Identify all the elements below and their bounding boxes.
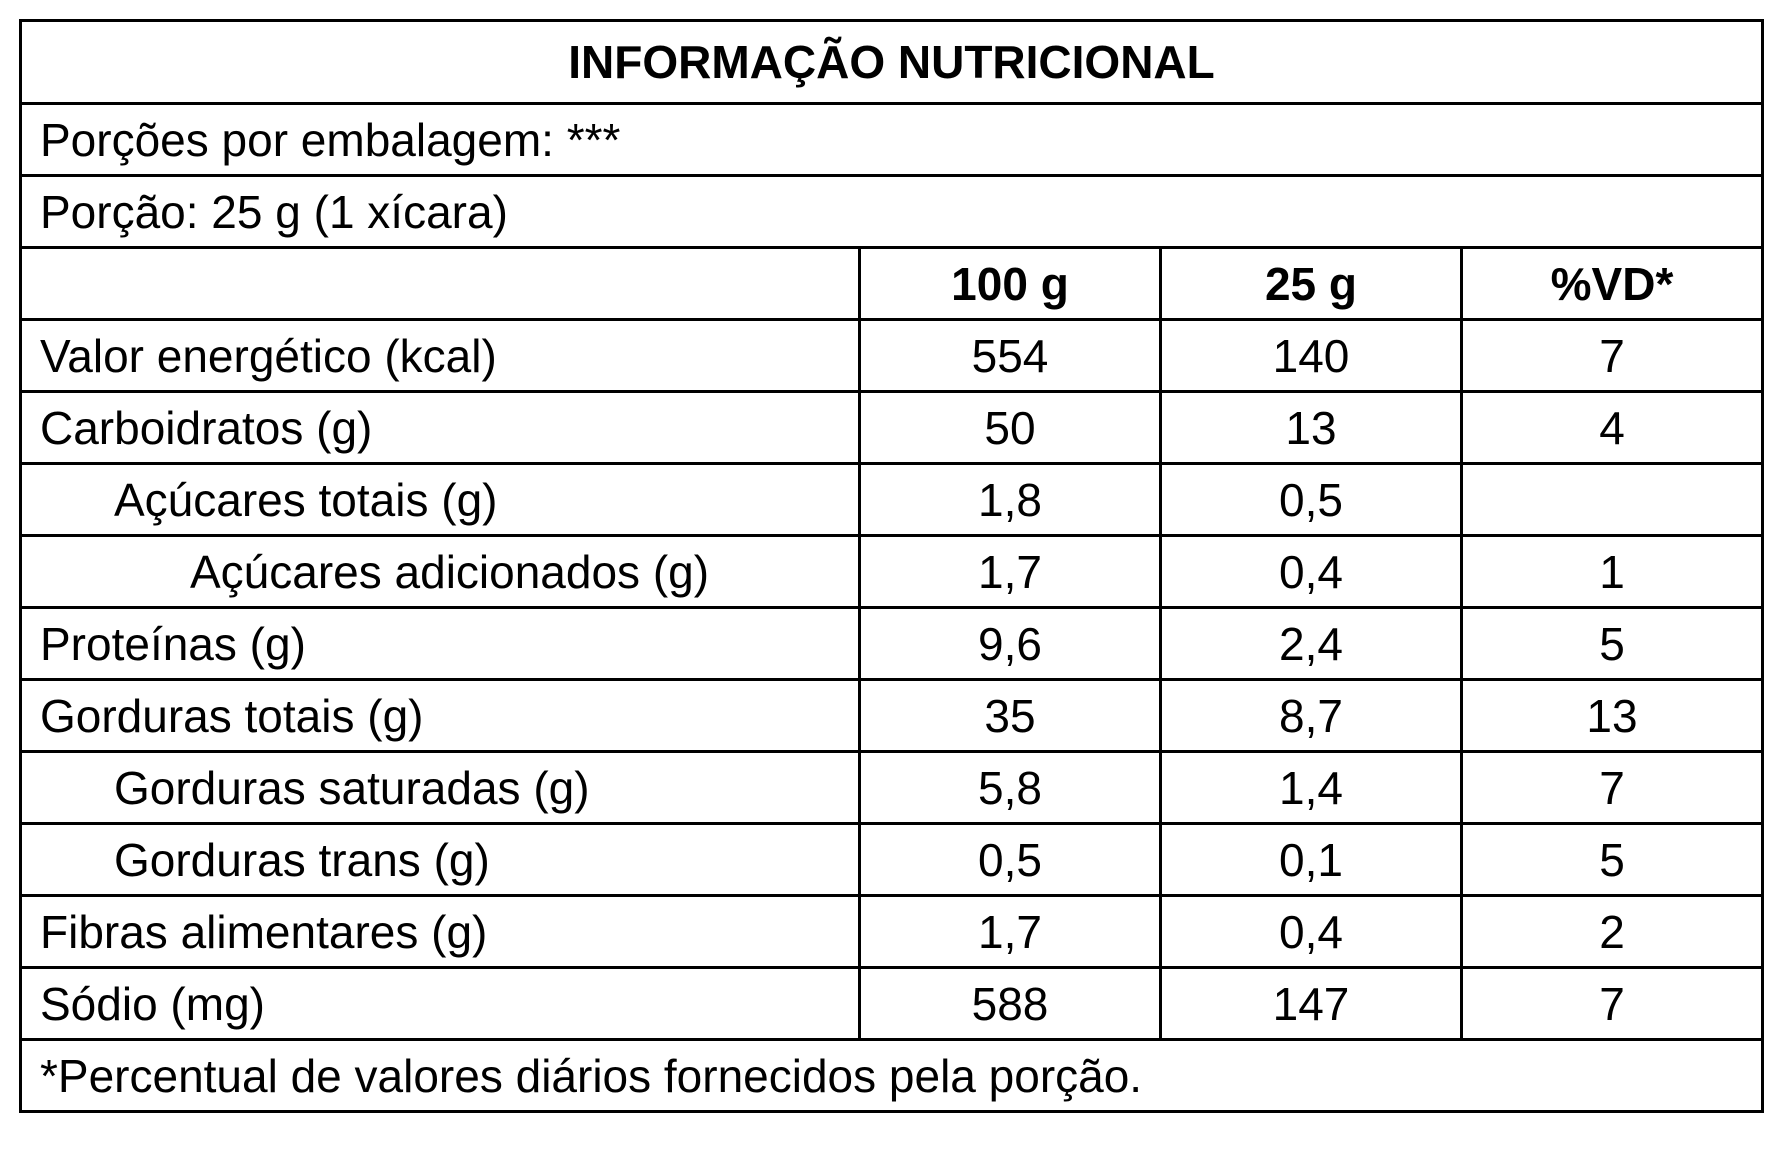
value-per-100g: 9,6: [858, 606, 1162, 681]
nutrient-row: Sódio (mg) 588 147 7: [19, 966, 1764, 1041]
value-per-100g: 554: [858, 318, 1162, 393]
nutrient-row: Valor energético (kcal) 554 140 7: [19, 318, 1764, 393]
value-per-serving: 0,4: [1159, 534, 1463, 609]
daily-value-percent: 1: [1460, 534, 1764, 609]
value-per-serving: 8,7: [1159, 678, 1463, 753]
nutrient-row: Fibras alimentares (g) 1,7 0,4 2: [19, 894, 1764, 969]
value-per-100g: 0,5: [858, 822, 1162, 897]
nutrient-row: Gorduras saturadas (g) 5,8 1,4 7: [19, 750, 1764, 825]
nutrition-facts-table: INFORMAÇÃO NUTRICIONAL Porções por embal…: [19, 19, 1764, 1113]
column-header-daily-value: %VD*: [1460, 246, 1764, 321]
daily-value-percent: 7: [1460, 750, 1764, 825]
nutrient-name: Carboidratos (g): [19, 390, 861, 465]
value-per-serving: 0,1: [1159, 822, 1463, 897]
value-per-serving: 2,4: [1159, 606, 1463, 681]
nutrient-row: Açúcares adicionados (g) 1,7 0,4 1: [19, 534, 1764, 609]
nutrient-name: Açúcares totais (g): [19, 462, 861, 537]
footnote: *Percentual de valores diários fornecido…: [19, 1038, 1764, 1113]
value-per-serving: 0,4: [1159, 894, 1463, 969]
value-per-100g: 50: [858, 390, 1162, 465]
servings-per-package: Porções por embalagem: ***: [19, 102, 1764, 177]
nutrient-row: Carboidratos (g) 50 13 4: [19, 390, 1764, 465]
daily-value-percent: 13: [1460, 678, 1764, 753]
daily-value-percent: 7: [1460, 318, 1764, 393]
daily-value-percent: 5: [1460, 606, 1764, 681]
footnote-row: *Percentual de valores diários fornecido…: [19, 1038, 1764, 1113]
value-per-100g: 588: [858, 966, 1162, 1041]
value-per-100g: 1,7: [858, 534, 1162, 609]
column-header-per-100g: 100 g: [858, 246, 1162, 321]
nutrient-name: Gorduras trans (g): [19, 822, 861, 897]
title-row: INFORMAÇÃO NUTRICIONAL: [19, 19, 1764, 105]
daily-value-percent: [1460, 462, 1764, 537]
nutrient-name: Gorduras totais (g): [19, 678, 861, 753]
value-per-serving: 0,5: [1159, 462, 1463, 537]
daily-value-percent: 2: [1460, 894, 1764, 969]
value-per-serving: 147: [1159, 966, 1463, 1041]
nutrient-name: Proteínas (g): [19, 606, 861, 681]
table-title: INFORMAÇÃO NUTRICIONAL: [19, 19, 1764, 105]
column-header-per-serving: 25 g: [1159, 246, 1463, 321]
column-header-nutrient: [19, 246, 861, 321]
value-per-100g: 1,7: [858, 894, 1162, 969]
nutrient-row: Açúcares totais (g) 1,8 0,5: [19, 462, 1764, 537]
value-per-100g: 5,8: [858, 750, 1162, 825]
daily-value-percent: 5: [1460, 822, 1764, 897]
nutrient-row: Gorduras totais (g) 35 8,7 13: [19, 678, 1764, 753]
nutrient-name: Açúcares adicionados (g): [19, 534, 861, 609]
nutrient-name: Fibras alimentares (g): [19, 894, 861, 969]
nutrient-name: Gorduras saturadas (g): [19, 750, 861, 825]
daily-value-percent: 7: [1460, 966, 1764, 1041]
servings-per-package-row: Porções por embalagem: ***: [19, 102, 1764, 177]
value-per-100g: 1,8: [858, 462, 1162, 537]
value-per-serving: 13: [1159, 390, 1463, 465]
value-per-100g: 35: [858, 678, 1162, 753]
serving-size-row: Porção: 25 g (1 xícara): [19, 174, 1764, 249]
nutrient-row: Gorduras trans (g) 0,5 0,1 5: [19, 822, 1764, 897]
serving-size: Porção: 25 g (1 xícara): [19, 174, 1764, 249]
daily-value-percent: 4: [1460, 390, 1764, 465]
value-per-serving: 1,4: [1159, 750, 1463, 825]
nutrient-name: Sódio (mg): [19, 966, 861, 1041]
column-header-row: 100 g 25 g %VD*: [19, 246, 1764, 321]
nutrient-name: Valor energético (kcal): [19, 318, 861, 393]
nutrient-row: Proteínas (g) 9,6 2,4 5: [19, 606, 1764, 681]
value-per-serving: 140: [1159, 318, 1463, 393]
